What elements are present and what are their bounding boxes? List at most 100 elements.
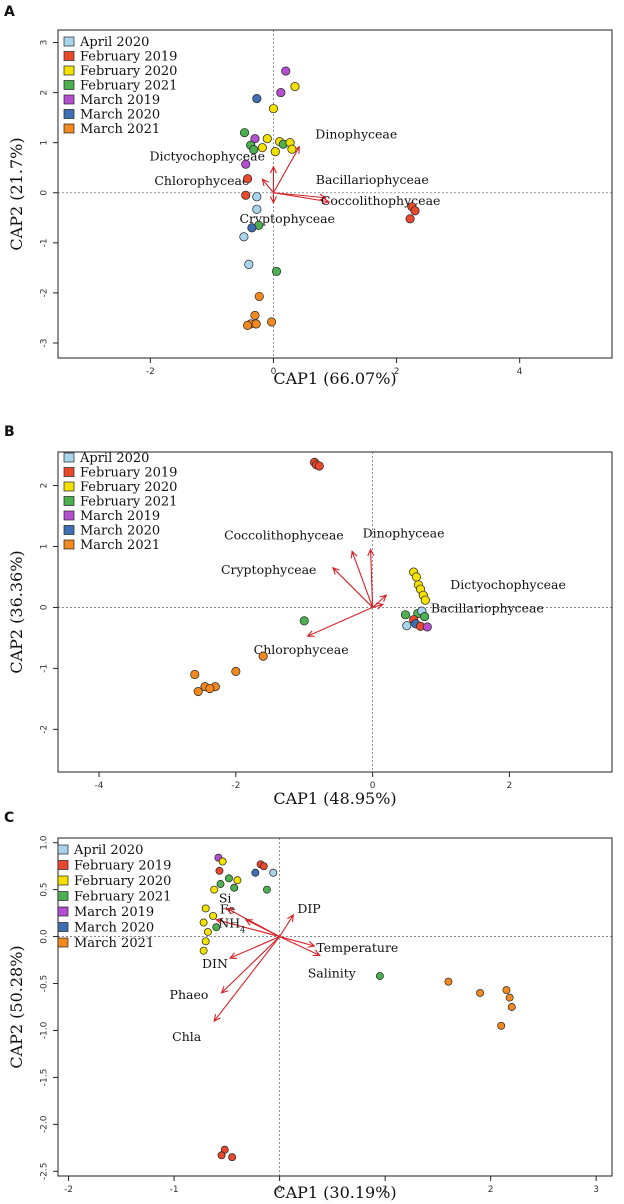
legend-swatch-march-2020 [57,922,69,932]
point-february-2020 [270,147,280,157]
point-february-2021 [262,885,271,894]
legend-label-march-2020: March 2020 [80,524,160,539]
vector-label-coccolithophyceae: Coccolithophyceae [224,527,344,542]
legend-swatch-march-2021 [57,937,69,948]
x-tick-label: 1 [382,1185,388,1195]
legend-label-february-2020: February 2020 [80,64,177,79]
y-tick-label: 1 [40,544,50,550]
vector-arrow-dip [279,913,294,937]
point-february-2020 [218,857,227,866]
y-tick-label: -1 [40,664,50,673]
legend-label-february-2020: February 2020 [80,480,177,495]
point-april-2020 [402,621,412,631]
vector-label-temperature: Temperature [316,940,398,955]
legend-label-march-2020: March 2020 [74,921,154,936]
vector-arrow-nh4 [215,917,280,938]
legend-label-february-2021: February 2021 [74,890,171,905]
point-april-2020 [269,868,278,877]
vector-label-cryptophyceae: Cryptophyceae [239,211,335,226]
legend-label-february-2020: February 2020 [74,874,171,889]
x-tick-label: -2 [231,781,240,791]
legend-swatch-march-2020 [63,525,75,535]
legend-label-march-2019: March 2019 [80,93,160,108]
legend-swatch-february-2021 [63,496,75,506]
point-march-2021 [193,686,203,697]
y-axis-label: CAP2 (21.7%) [7,137,26,250]
x-axis-label: CAP1 (48.95%) [273,789,396,808]
point-february-2020 [201,904,210,913]
point-february-2019 [410,206,420,216]
legend-swatch-february-2020 [63,65,75,76]
vector-arrow-coccolithophyceae [350,550,374,608]
y-tick-label: -1.0 [40,1021,50,1039]
panel-b-label: B [4,424,15,440]
x-tick-label: 0 [370,781,376,791]
x-tick-label: 2 [394,367,400,377]
vector-arrow-dictyochophyceae [269,165,277,193]
point-february-2021 [216,880,225,888]
y-tick-label: 0.0 [40,929,50,944]
point-march-2021 [444,977,453,986]
point-february-2021 [271,266,282,276]
point-february-2020 [287,144,297,154]
legend-swatch-february-2019 [63,467,75,477]
point-february-2020 [203,927,212,936]
point-april-2020 [252,192,262,202]
panel-c-label: C [4,810,14,826]
point-march-2021 [251,319,261,329]
panel-c: -2 -1 0 1 2 3 -2.5 -2.0 -1.5 -1.0 -0.5 0.0 0.5 1.0 CAP… [7,835,613,1202]
point-march-2021 [497,1021,506,1030]
panel-a-label: A [4,4,15,20]
legend-swatch-march-2021 [63,539,75,550]
y-tick-label: -2.5 [40,1163,50,1181]
x-tick-label: -4 [95,781,104,791]
point-march-2020 [251,868,260,877]
vector-label-chlorophyceae: Chlorophyceae [254,642,349,657]
x-tick-label: 2 [507,781,513,791]
vector-arrow-bacillariophyceae [273,192,328,201]
legend-swatch-march-2021 [63,123,75,134]
legend-swatch-february-2021 [63,80,75,90]
point-february-2021 [249,145,259,155]
y-tick-label: 2 [40,90,50,96]
y-tick-label: -3 [40,338,50,347]
legend-label-february-2021: February 2021 [80,79,177,94]
vector-label-si: Si [219,890,232,905]
point-february-2020 [411,572,421,582]
point-march-2020 [252,94,262,104]
point-february-2019 [228,1153,237,1162]
vector-label-dictyochophyceae: Dictyochophyceae [450,577,566,592]
legend-swatch-march-2019 [63,510,75,521]
y-tick-label: -1 [40,238,50,247]
vector-arrow-bacillariophyceae [372,602,385,610]
vector-arrow-temperature [279,936,316,948]
x-tick-label: 0 [277,1185,283,1195]
point-march-2021 [267,317,277,327]
legend-label-april-2020: April 2020 [79,451,149,466]
point-february-2021 [400,610,410,620]
vector-label-din: DIN [202,956,228,971]
y-tick-label: -0.5 [40,975,50,993]
vector-label-bacillariophyceae: Bacillariophyceae [316,172,429,187]
point-march-2021 [505,993,514,1002]
point-february-2021 [375,972,384,980]
point-march-2020 [247,223,257,233]
vector-arrow-dinophyceae [367,548,375,608]
legend-label-april-2020: April 2020 [79,35,149,50]
vector-arrow-coccolithophyceae [273,192,331,205]
y-tick-label: 0 [40,604,50,610]
y-axis-label: CAP2 (50.28%) [7,945,26,1068]
vector-label-nh4: NH4 [218,916,245,935]
x-tick-label: -2 [146,367,155,377]
legend-swatch-february-2020 [57,875,69,886]
x-tick-label: -2 [64,1185,73,1195]
legend-label-february-2021: February 2021 [80,495,177,510]
point-february-2020 [233,876,242,885]
x-tick-label: 4 [517,367,523,377]
point-march-2021 [231,666,241,676]
point-march-2021 [507,1003,516,1011]
legend-swatch-april-2020 [57,844,69,855]
y-tick-label: -2.0 [40,1115,50,1133]
point-march-2019 [241,159,251,169]
point-february-2021 [420,612,430,622]
